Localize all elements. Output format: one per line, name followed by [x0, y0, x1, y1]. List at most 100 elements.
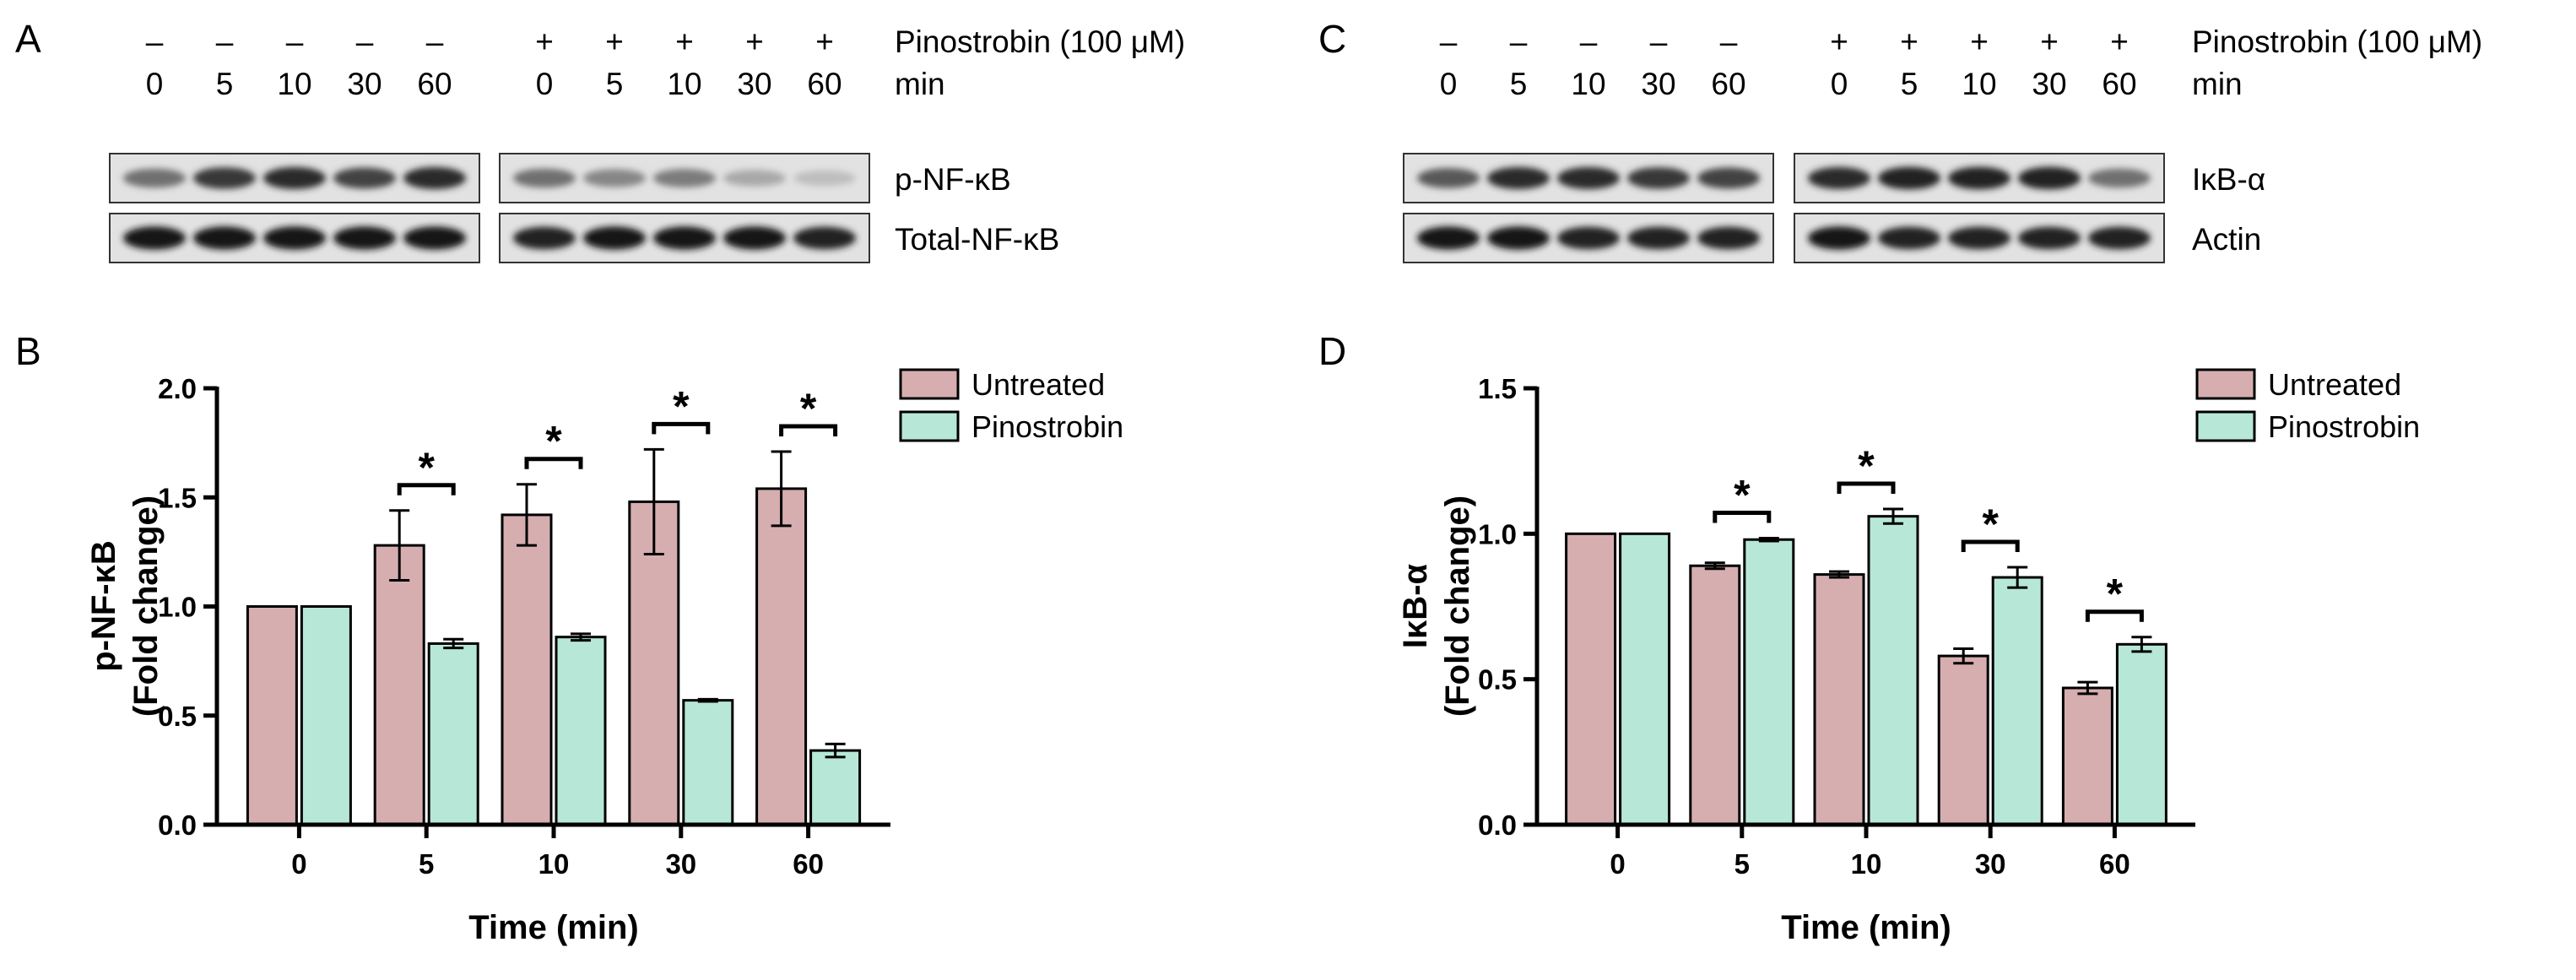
y-axis-title: IκB-α (Fold change) [1397, 495, 1476, 717]
bar-untreated-0 [1565, 532, 1617, 826]
significance-bracket [2085, 609, 2144, 622]
treatment-sign: – [146, 24, 164, 59]
significance-line [779, 424, 838, 436]
x-axis-title: Time (min) [1781, 909, 1951, 946]
time-point-label: 60 [417, 67, 452, 101]
blot-band [1627, 167, 1690, 189]
western-blot-panel-c: – – – – – + + + + + Pinostrobin (100 μM) 0 0 5 5 10 10 30… [1403, 24, 2482, 263]
significance-line [1713, 511, 1772, 523]
x-tick-label: 0 [291, 848, 306, 880]
blot-band [193, 226, 256, 250]
treatment-sign: + [535, 24, 554, 59]
treatment-sign: + [815, 24, 834, 59]
significance-star: * [673, 382, 690, 430]
x-tick-label: 5 [1734, 848, 1750, 880]
significance-bracket [524, 457, 583, 469]
blot-band [583, 226, 646, 250]
time-point-label: 10 [1571, 67, 1605, 101]
significance-line [1837, 481, 1896, 495]
y-axis-title-line1: p-NF-κB [85, 540, 122, 672]
legend-swatch [2195, 368, 2256, 400]
treatment-sign: + [675, 24, 694, 59]
blot-band [1878, 226, 1940, 250]
time-point-label: 10 [1962, 67, 1996, 101]
time-point-label: 0 [1831, 67, 1848, 101]
bar-pinostrobin-30 [682, 699, 734, 826]
y-axis-title-line1: IκB-α [1397, 563, 1434, 648]
panel-letter-a: A [15, 17, 41, 61]
significance-star: * [1858, 442, 1875, 490]
x-tick-label: 10 [1851, 848, 1882, 880]
time-point-label: 10 [667, 67, 701, 101]
bar-untreated-30 [1937, 654, 1989, 826]
treatment-sign: – [356, 24, 374, 59]
y-axis-title-line2: (Fold change) [1439, 495, 1476, 717]
bar-chart-ikba: 0.0 0.5 1.0 1.5 0 5 * 10 * 30 * 60 * Time (min) IκB-α(… [1397, 367, 2420, 946]
treatment-sign: – [1650, 24, 1668, 59]
x-tick-label: 10 [538, 848, 570, 880]
blot-band [513, 168, 576, 188]
time-point-label: 0 [536, 67, 554, 101]
treatment-sign: + [1830, 24, 1848, 59]
error-bar [2077, 680, 2098, 696]
error-bar [825, 742, 846, 759]
error-bar [1883, 507, 1903, 525]
bar-chart-p-nfkb: 0.0 0.5 1.0 1.5 2.0 0 5 * 10 * 30 * 60 * Time (min) p-N… [85, 367, 1123, 946]
treatment-sign: + [2040, 24, 2059, 59]
blot-band [653, 169, 716, 187]
treatment-sign: + [605, 24, 624, 59]
error-bar [571, 632, 591, 642]
blot-band [653, 226, 716, 250]
blot-band [1487, 226, 1550, 250]
significance-star: * [1982, 501, 1999, 548]
time-point-label: 60 [807, 67, 842, 101]
y-tick-label: 0.0 [1478, 809, 1517, 841]
blot-band [723, 170, 786, 187]
time-point-label: 60 [2102, 67, 2136, 101]
bar-untreated-10 [501, 513, 553, 826]
x-tick-label: 30 [1975, 848, 2006, 880]
time-point-label: 0 [146, 67, 164, 101]
bar-pinostrobin-30 [1991, 576, 2043, 826]
significance-bracket [1713, 511, 1772, 523]
significance-star: * [800, 385, 817, 432]
y-axis-title-line2: (Fold change) [127, 495, 165, 717]
bar-untreated-60 [755, 487, 808, 826]
y-tick-label: 1.5 [1478, 373, 1517, 404]
blot-band [403, 226, 466, 250]
bar-pinostrobin-10 [555, 636, 607, 826]
treatment-sign: – [216, 24, 234, 59]
y-tick-label: 2.0 [158, 373, 197, 404]
bar-untreated-0 [246, 605, 298, 826]
treatment-sign: + [1970, 24, 1989, 59]
significance-line [1961, 539, 2020, 552]
blot-band [193, 167, 256, 189]
bar-pinostrobin-0 [1619, 532, 1671, 826]
significance-star: * [418, 444, 435, 491]
legend-label: Pinostrobin [971, 409, 1123, 444]
blot-band [123, 226, 186, 250]
significance-bracket [1837, 481, 1896, 495]
blot-band [1808, 226, 1870, 250]
blot-band [1948, 166, 2010, 190]
time-unit-label: min [2192, 67, 2243, 101]
blot-row-label: IκB-α [2192, 162, 2265, 197]
y-axis-title: p-NF-κB (Fold change) [85, 495, 165, 717]
error-bar [771, 450, 792, 528]
significance-bracket [397, 483, 456, 495]
blot-band [1697, 167, 1760, 189]
legend-label: Untreated [2268, 367, 2401, 402]
time-point-label: 30 [347, 67, 382, 101]
bar-pinostrobin-10 [1867, 515, 1919, 826]
error-bar [2131, 636, 2152, 653]
blot-row-label: Total-NF-κB [895, 222, 1059, 257]
time-unit-label: min [895, 67, 945, 101]
error-bar [1829, 570, 1849, 579]
bar-untreated-30 [628, 500, 680, 826]
bar-untreated-5 [1689, 564, 1741, 826]
error-bar [1758, 537, 1779, 543]
error-bar [643, 447, 664, 555]
error-bar [517, 483, 537, 547]
bar-pinostrobin-5 [427, 642, 479, 826]
